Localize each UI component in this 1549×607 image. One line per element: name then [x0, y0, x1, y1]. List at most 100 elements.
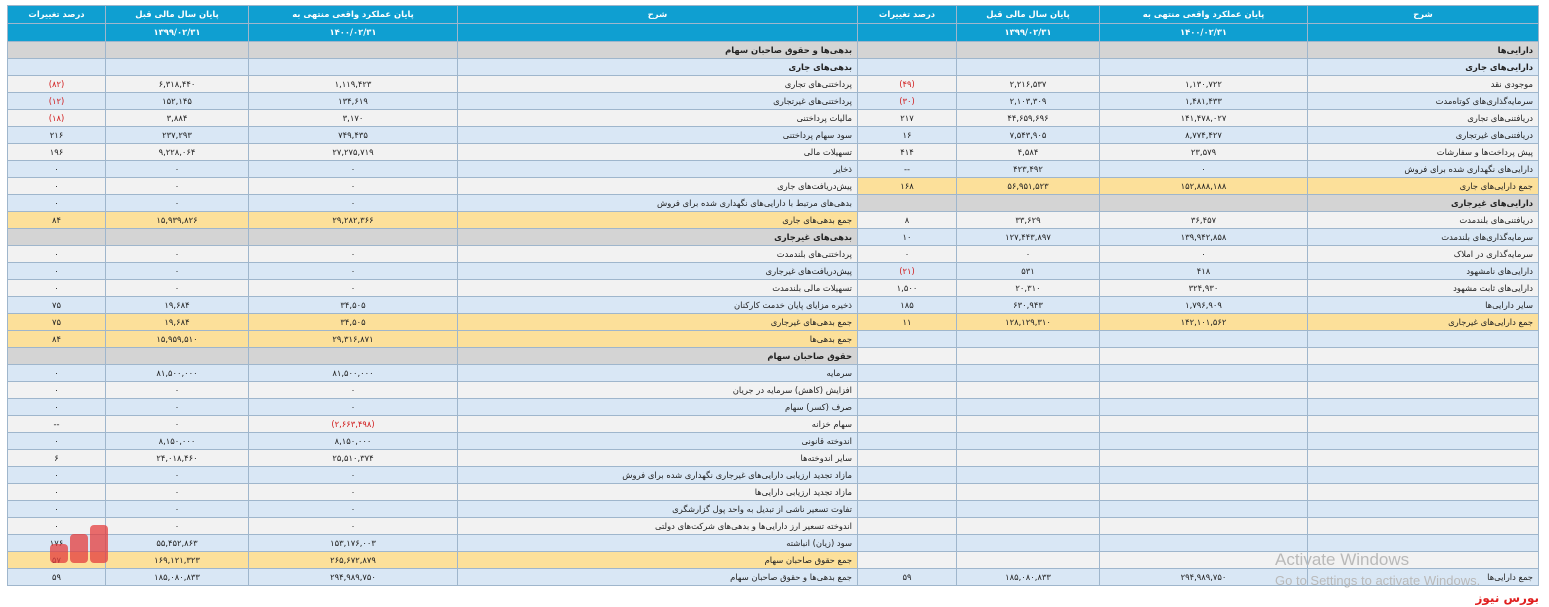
left-current-cell: ۰	[248, 381, 458, 399]
left-current-cell: ۰	[248, 483, 458, 501]
right-change-cell	[857, 364, 957, 382]
header-prev-right: پایان سال مالی قبل	[956, 5, 1100, 24]
left-prev-cell: ۸۱,۵۰۰,۰۰۰	[105, 364, 249, 382]
left-label-cell: مازاد تجدید ارزیابی دارایی‌های غیرجاری ن…	[457, 466, 858, 484]
header-date-empty-left	[7, 23, 106, 42]
left-current-cell: ۰	[248, 500, 458, 518]
right-current-cell	[1099, 415, 1308, 433]
right-prev-cell	[956, 58, 1100, 76]
left-label-cell: پیش‌دریافت‌های جاری	[457, 177, 858, 195]
table-row: ۷۵ ۱۹,۶۸۴ ۳۴,۵۰۵ ذخیره مزایای پایان خدمت کا…	[7, 296, 1539, 314]
right-current-cell	[1099, 41, 1308, 59]
table-row: حقوق صاحبان سهام	[7, 347, 1539, 365]
left-prev-cell: ۱۹,۶۸۴	[105, 296, 249, 314]
right-prev-cell	[956, 41, 1100, 59]
right-current-cell: ۱,۱۳۰,۷۲۲	[1099, 75, 1308, 93]
right-label-cell: دریافتنی‌های تجاری	[1307, 109, 1539, 127]
right-current-cell	[1099, 517, 1308, 535]
table-row: ۸۴ ۱۵,۹۳۹,۸۲۶ ۲۹,۲۸۲,۳۶۶ جمع بدهی‌های جاری ۸…	[7, 211, 1539, 229]
right-label-cell: پیش پرداخت‌ها و سفارشات	[1307, 143, 1539, 161]
left-label-cell: بدهی‌های غیرجاری	[457, 228, 858, 246]
left-change-cell: ۰	[7, 194, 106, 212]
left-current-cell: ۱,۱۱۹,۴۲۳	[248, 75, 458, 93]
table-row: بدهی‌ها و حقوق صاحبان سهام دارایی‌ها	[7, 41, 1539, 59]
right-current-cell: ۳۲۴,۹۳۰	[1099, 279, 1308, 297]
right-prev-cell: ۱۲۷,۴۴۳,۸۹۷	[956, 228, 1100, 246]
left-current-cell: ۰	[248, 466, 458, 484]
left-label-cell: سود (زیان) انباشته	[457, 534, 858, 552]
right-prev-cell: ۰	[956, 245, 1100, 263]
right-change-cell: ۱,۵۰۰	[857, 279, 957, 297]
header-row: درصد تغییرات پایان سال مالی قبل پایان عم…	[7, 5, 1539, 24]
right-label-cell: دریافتنی‌های بلندمدت	[1307, 211, 1539, 229]
right-label-cell	[1307, 364, 1539, 382]
left-change-cell: ۷۵	[7, 313, 106, 331]
right-change-cell: --	[857, 160, 957, 178]
left-label-cell: بدهی‌ها و حقوق صاحبان سهام	[457, 41, 858, 59]
left-current-cell: ۰	[248, 177, 458, 195]
right-prev-cell	[956, 483, 1100, 501]
table-row: بدهی‌های جاری دارایی‌های جاری	[7, 58, 1539, 76]
left-prev-cell: ۰	[105, 398, 249, 416]
right-current-cell	[1099, 500, 1308, 518]
left-change-cell: ۰	[7, 398, 106, 416]
left-prev-cell: ۸,۱۵۰,۰۰۰	[105, 432, 249, 450]
right-prev-cell	[956, 398, 1100, 416]
left-current-cell: ۳,۱۷۰	[248, 109, 458, 127]
right-prev-cell: ۵۶,۹۵۱,۵۲۳	[956, 177, 1100, 195]
right-change-cell	[857, 466, 957, 484]
table-row: ۰ ۰ ۰ پیش‌دریافت‌های جاری ۱۶۸ ۵۶,۹۵۱,۵۲۳ ۱۵۲,۸…	[7, 177, 1539, 195]
left-current-cell: ۰	[248, 160, 458, 178]
left-prev-cell: ۱۹,۶۸۴	[105, 313, 249, 331]
right-label-cell: دارایی‌های نامشهود	[1307, 262, 1539, 280]
left-prev-cell: ۰	[105, 177, 249, 195]
left-current-cell: ۰	[248, 398, 458, 416]
right-prev-cell	[956, 347, 1100, 365]
left-change-cell: ۰	[7, 279, 106, 297]
left-change-cell	[7, 41, 106, 59]
header-date-empty-right	[857, 23, 957, 42]
right-label-cell	[1307, 330, 1539, 348]
right-change-cell: ۸	[857, 211, 957, 229]
left-current-cell: (۲,۶۶۳,۴۹۸)	[248, 415, 458, 433]
right-current-cell: ۱۴۲,۱۰۱,۵۶۲	[1099, 313, 1308, 331]
left-label-cell: سایر اندوخته‌ها	[457, 449, 858, 467]
right-prev-cell: ۲,۱۰۳,۳۰۹	[956, 92, 1100, 110]
right-label-cell	[1307, 517, 1539, 535]
table-row: ۰ ۰ ۰ ذخایر -- ۴۲۳,۴۹۲ ۰ دارایی‌های نگهداری شده…	[7, 160, 1539, 178]
right-change-cell	[857, 58, 957, 76]
activate-title: Activate Windows	[1275, 550, 1410, 569]
right-current-cell	[1099, 58, 1308, 76]
right-label-cell	[1307, 449, 1539, 467]
left-change-cell: ۰	[7, 466, 106, 484]
right-prev-cell: ۴۴,۶۵۹,۶۹۶	[956, 109, 1100, 127]
balance-sheet-table: درصد تغییرات پایان سال مالی قبل پایان عم…	[7, 5, 1539, 586]
right-change-cell	[857, 381, 957, 399]
left-current-cell: ۰	[248, 245, 458, 263]
right-change-cell: ۵۹	[857, 568, 957, 586]
left-label-cell: جمع بدهی‌ها	[457, 330, 858, 348]
left-change-cell: ۰	[7, 483, 106, 501]
table-row: ۰ ۰ ۰ مازاد تجدید ارزیابی دارایی‌های غیرجار…	[7, 466, 1539, 484]
left-current-cell: ۰	[248, 279, 458, 297]
left-label-cell: پیش‌دریافت‌های غیرجاری	[457, 262, 858, 280]
table-row: ۱۷۶ ۵۵,۴۵۲,۸۶۳ ۱۵۳,۱۷۶,۰۰۳ سود (زیان) انباش…	[7, 534, 1539, 552]
left-change-cell: (۱۸)	[7, 109, 106, 127]
right-change-cell: ۲۱۷	[857, 109, 957, 127]
right-current-cell	[1099, 347, 1308, 365]
right-current-cell: ۲۳,۵۷۹	[1099, 143, 1308, 161]
left-label-cell: ذخیره مزایای پایان خدمت کارکنان	[457, 296, 858, 314]
right-current-cell	[1099, 483, 1308, 501]
right-prev-cell	[956, 194, 1100, 212]
left-prev-cell: ۵۵,۴۵۲,۸۶۳	[105, 534, 249, 552]
right-label-cell	[1307, 432, 1539, 450]
right-current-cell: ۱۴۱,۴۷۸,۰۲۷	[1099, 109, 1308, 127]
right-current-cell	[1099, 330, 1308, 348]
left-label-cell: جمع حقوق صاحبان سهام	[457, 551, 858, 569]
right-prev-cell	[956, 330, 1100, 348]
table-row: ۰ ۰ ۰ اندوخته تسعیر ارز دارایی‌ها و بدهی‌ها…	[7, 517, 1539, 535]
right-current-cell	[1099, 534, 1308, 552]
table-row: ۸۴ ۱۵,۹۵۹,۵۱۰ ۲۹,۳۱۶,۸۷۱ جمع بدهی‌ها	[7, 330, 1539, 348]
header-date-row: ۱۳۹۹/۰۲/۳۱ ۱۴۰۰/۰۲/۳۱ ۱۳۹۹/۰۲/۳۱ ۱۴۰۰/۰۲…	[7, 23, 1539, 42]
left-change-cell	[7, 228, 106, 246]
